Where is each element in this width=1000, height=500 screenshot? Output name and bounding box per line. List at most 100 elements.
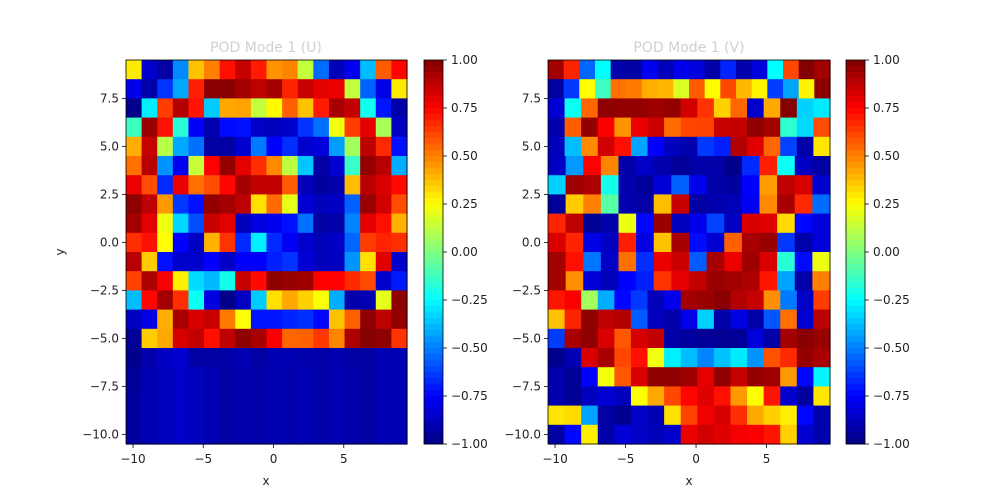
heatmap-cell	[614, 136, 632, 157]
heatmap-cell	[172, 136, 190, 157]
heatmap-cell	[219, 386, 236, 407]
colorbar-segment	[846, 270, 865, 277]
colorbar-segment	[424, 78, 443, 85]
heatmap-cell	[297, 194, 314, 215]
heatmap-cell	[297, 328, 314, 349]
heatmap-cell	[219, 348, 236, 368]
heatmap-cell	[763, 328, 781, 349]
colorbar-segment	[424, 390, 443, 397]
heatmap-cell	[618, 271, 637, 291]
heatmap-cell	[219, 98, 236, 119]
colorbar-segment	[846, 150, 865, 157]
heatmap-cell	[548, 98, 566, 119]
heatmap-cell	[759, 213, 778, 234]
heatmap-cell	[730, 309, 748, 330]
heatmap-cell	[796, 424, 815, 445]
heatmap-cell	[671, 194, 690, 215]
y-tick-label: 0.0	[522, 235, 541, 249]
heatmap-cell	[344, 328, 361, 349]
heatmap-cell	[375, 348, 392, 368]
heatmap-cell	[581, 328, 599, 349]
heatmap-cell	[204, 175, 221, 195]
heatmap-cell	[600, 213, 620, 234]
heatmap-cell	[250, 405, 268, 426]
heatmap-cell	[581, 348, 599, 368]
heatmap-cell	[563, 60, 580, 80]
chart-title: POD Mode 1 (V)	[633, 40, 744, 56]
heatmap-cell	[141, 136, 158, 157]
heatmap-cell	[204, 98, 221, 119]
colorbar-segment	[846, 366, 865, 373]
heatmap-cell	[360, 60, 377, 80]
heatmap-cell	[813, 405, 831, 426]
heatmap-cell	[344, 405, 361, 426]
heatmap-cell	[647, 328, 665, 349]
heatmap-cell	[671, 156, 690, 176]
heatmap-cell	[375, 175, 392, 195]
colorbar-segment	[846, 330, 865, 337]
heatmap-cell	[375, 328, 392, 349]
colorbar-segment	[424, 120, 443, 127]
heatmap-cell	[141, 98, 158, 119]
heatmap-cell	[583, 232, 602, 253]
heatmap-cell	[344, 60, 361, 80]
heatmap-cell	[636, 213, 655, 234]
y-tick-label: 5.0	[100, 139, 119, 153]
heatmap-cell	[328, 194, 346, 215]
colorbar-segment	[424, 402, 443, 409]
heatmap-cell	[297, 290, 314, 311]
heatmap-cell	[282, 175, 299, 195]
heatmap-cell	[777, 271, 796, 291]
heatmap-cell	[689, 175, 708, 195]
heatmap-cell	[600, 175, 620, 195]
heatmap-cell	[375, 405, 392, 426]
heatmap-cell	[581, 386, 599, 407]
heatmap-cell	[813, 348, 831, 368]
heatmap-cell	[375, 367, 392, 387]
heatmap-cell	[664, 348, 682, 368]
colorbar-segment	[424, 96, 443, 103]
heatmap-cell	[564, 405, 582, 426]
heatmap-cell	[313, 309, 330, 330]
heatmap-cell	[706, 252, 725, 272]
heatmap-cell	[689, 252, 708, 272]
heatmap-cell	[614, 328, 632, 349]
heatmap-cell	[689, 232, 708, 253]
heatmap-cell	[297, 386, 314, 407]
heatmap-cell	[636, 194, 655, 215]
heatmap-cell	[813, 98, 831, 119]
heatmap-cell	[581, 136, 599, 157]
heatmap-cell	[375, 386, 392, 407]
colorbar-segment	[846, 102, 865, 109]
heatmap-cell	[235, 367, 252, 387]
heatmap-cell	[375, 136, 392, 157]
colorbar-segment	[846, 66, 865, 73]
colorbar-segment	[846, 138, 865, 145]
heatmap-cell	[235, 405, 252, 426]
heatmap-cell	[219, 328, 236, 349]
heatmap-cell	[763, 386, 781, 407]
colorbar-segment	[424, 108, 443, 115]
heatmap-cell	[564, 424, 582, 445]
heatmap-cell	[581, 367, 599, 387]
heatmap-cell	[564, 98, 582, 119]
heatmap-cell	[391, 405, 408, 426]
colorbar-tick-label: −0.75	[451, 389, 488, 403]
heatmap-cell	[250, 309, 268, 330]
heatmap-cell	[204, 386, 221, 407]
heatmap-cell	[713, 117, 732, 138]
heatmap-cell	[375, 309, 392, 330]
heatmap-cell	[141, 424, 158, 445]
heatmap-cell	[282, 213, 299, 234]
heatmap-cell	[141, 175, 158, 195]
heatmap-cell	[636, 232, 655, 253]
heatmap-cell	[126, 386, 143, 407]
colorbar-segment	[424, 246, 443, 253]
heatmap-cell	[204, 79, 221, 99]
heatmap-cell	[297, 309, 314, 330]
heatmap-cell	[636, 156, 655, 176]
heatmap-cell	[680, 117, 698, 138]
colorbar-segment	[424, 84, 443, 91]
heatmap-cell	[313, 290, 330, 311]
heatmap-cell	[235, 252, 252, 272]
